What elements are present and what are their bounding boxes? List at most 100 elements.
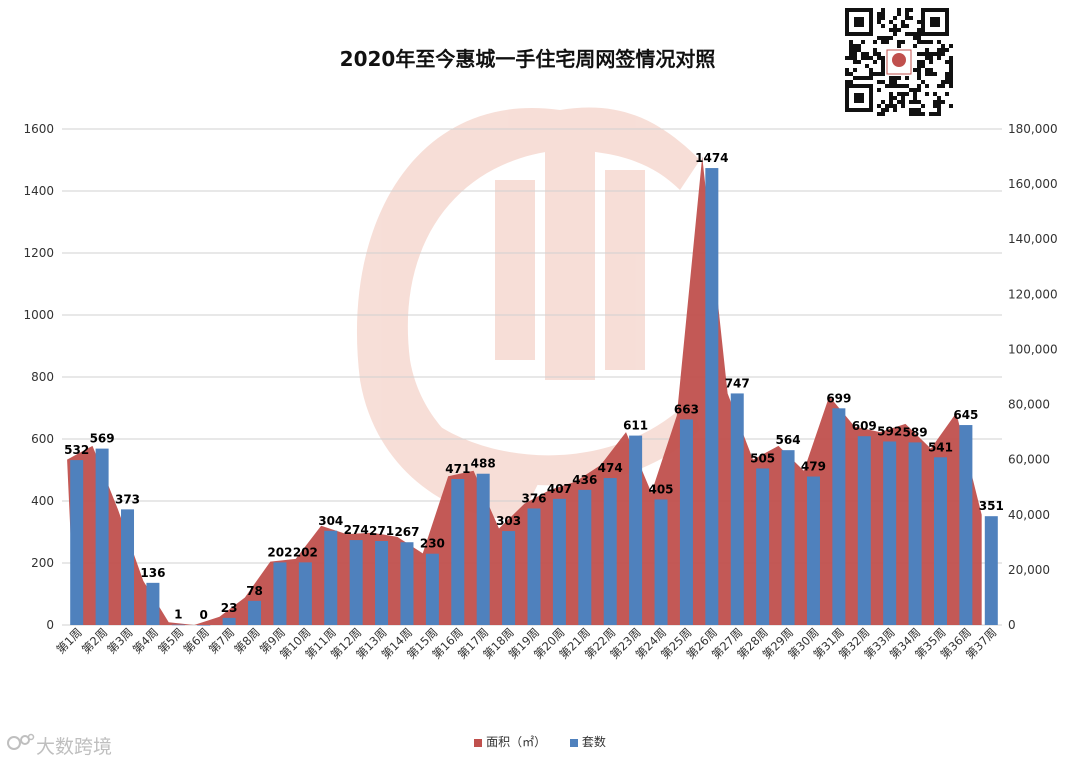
- bar: [121, 509, 135, 625]
- qr-module: [877, 36, 881, 40]
- bar: [273, 562, 287, 625]
- bar: [502, 531, 516, 625]
- data-label: 592: [877, 424, 902, 438]
- qr-module: [917, 32, 921, 36]
- qr-module: [917, 100, 921, 104]
- data-label: 407: [547, 482, 572, 496]
- qr-module: [865, 64, 869, 68]
- qr-module: [849, 52, 853, 56]
- qr-module: [949, 80, 953, 84]
- bar: [375, 540, 389, 625]
- bar: [603, 478, 617, 625]
- qr-module: [849, 80, 853, 84]
- qr-module: [849, 72, 853, 76]
- data-label: 589: [903, 425, 928, 439]
- qr-module: [881, 72, 885, 76]
- qr-module: [925, 48, 929, 52]
- qr-module: [929, 72, 933, 76]
- data-label: 373: [115, 492, 140, 506]
- qr-module: [889, 20, 893, 24]
- legend-item-bar: 套数: [569, 733, 606, 750]
- qr-module: [881, 80, 885, 84]
- qr-module: [897, 40, 901, 44]
- qr-module: [937, 52, 941, 56]
- y-right-tick-label: 40,000: [1008, 508, 1050, 522]
- qr-module: [933, 104, 937, 108]
- bar: [705, 168, 719, 625]
- bar: [806, 476, 820, 625]
- qr-module: [869, 72, 873, 76]
- qr-module: [849, 48, 853, 52]
- qr-module: [941, 52, 945, 56]
- data-label: 405: [648, 482, 673, 496]
- data-label: 304: [318, 514, 343, 528]
- data-label: 351: [979, 499, 1004, 513]
- qr-module: [889, 92, 893, 96]
- data-label: 1: [174, 608, 182, 622]
- qr-module: [937, 96, 941, 100]
- chart-title: 2020年至今惠城一手住宅周网签情况对照: [339, 47, 716, 71]
- qr-module: [857, 76, 861, 80]
- qr-module: [917, 112, 921, 116]
- qr-module: [889, 96, 893, 100]
- qr-module: [929, 68, 933, 72]
- qr-module: [893, 108, 897, 112]
- data-label: 471: [445, 462, 470, 476]
- bar: [527, 508, 541, 625]
- data-label: 747: [725, 376, 750, 390]
- qr-module: [893, 76, 897, 80]
- data-label: 0: [200, 608, 208, 622]
- qr-module: [925, 72, 929, 76]
- qr-center-logo-mark: [892, 53, 906, 67]
- qr-module: [893, 24, 897, 28]
- qr-module: [857, 60, 861, 64]
- legend-swatch-bar: [569, 738, 578, 747]
- qr-module: [913, 92, 917, 96]
- qr-module: [949, 72, 953, 76]
- qr-module: [877, 16, 881, 20]
- qr-module: [897, 84, 901, 88]
- qr-module: [949, 64, 953, 68]
- qr-module: [905, 16, 909, 20]
- bar: [730, 393, 744, 625]
- data-label: 611: [623, 419, 648, 433]
- qr-module: [877, 80, 881, 84]
- data-label: 436: [572, 473, 597, 487]
- qr-module: [945, 92, 949, 96]
- qr-module: [949, 56, 953, 60]
- bar: [679, 419, 693, 625]
- data-label: 532: [64, 443, 89, 457]
- y-right-tick-label: 60,000: [1008, 453, 1050, 467]
- qr-module: [893, 32, 897, 36]
- bar: [349, 540, 363, 625]
- qr-module: [933, 92, 937, 96]
- qr-module: [889, 36, 893, 40]
- qr-module: [913, 36, 917, 40]
- qr-module: [881, 36, 885, 40]
- qr-module: [901, 104, 905, 108]
- y-left-tick-label: 1200: [23, 246, 54, 260]
- x-tick-label: 第4周: [130, 625, 161, 656]
- data-label: 569: [90, 432, 115, 446]
- qr-module: [877, 12, 881, 16]
- qr-module: [853, 52, 857, 56]
- qr-module: [845, 72, 849, 76]
- data-label: 541: [928, 440, 953, 454]
- bar: [857, 436, 871, 625]
- data-label: 202: [267, 545, 292, 559]
- data-label: 202: [293, 545, 318, 559]
- qr-module: [909, 32, 913, 36]
- qr-module: [889, 76, 893, 80]
- qr-module: [889, 100, 893, 104]
- x-axis-labels: 第1周第2周第3周第4周第5周第6周第7周第8周第9周第10周第11周第12周第…: [53, 625, 999, 662]
- qr-module: [893, 104, 897, 108]
- qr-module: [917, 52, 921, 56]
- qr-module: [945, 72, 949, 76]
- qr-module: [881, 40, 885, 44]
- qr-module: [853, 60, 857, 64]
- qr-module: [869, 68, 873, 72]
- qr-module: [945, 60, 949, 64]
- qr-module: [893, 80, 897, 84]
- bar: [832, 408, 846, 625]
